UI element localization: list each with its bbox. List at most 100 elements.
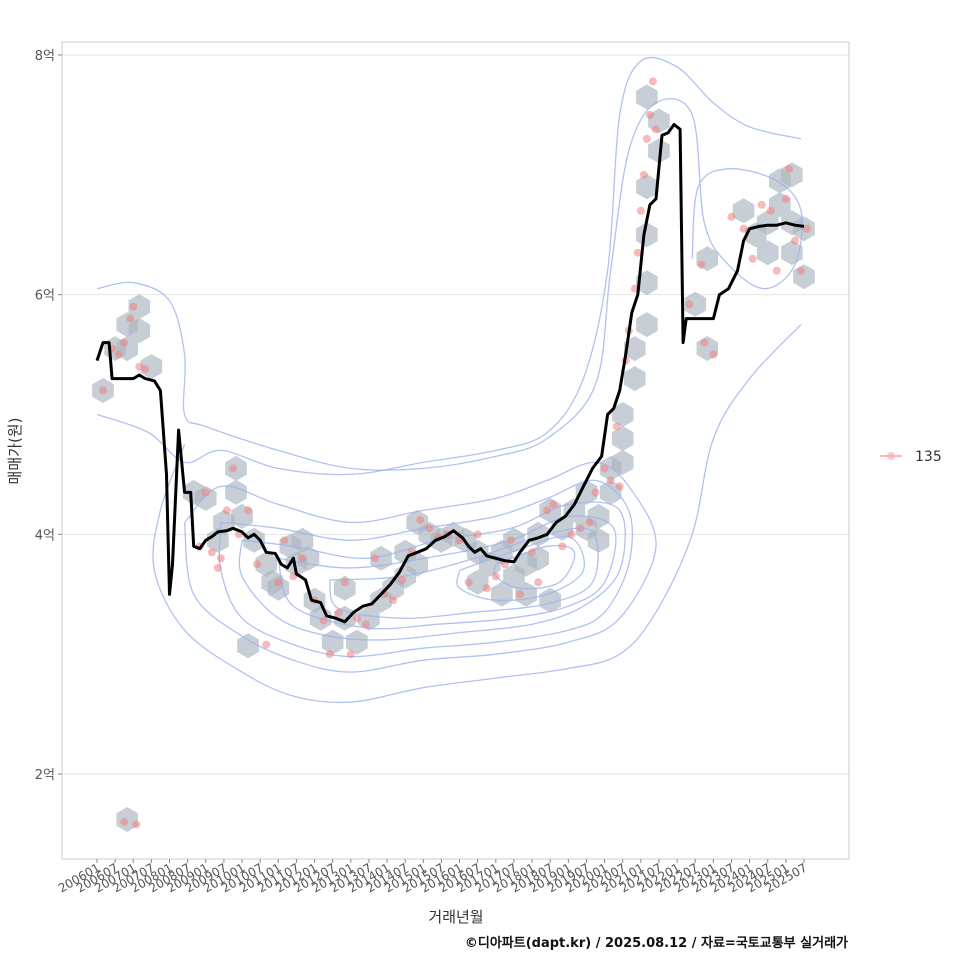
data-point <box>700 338 709 347</box>
data-point <box>228 464 237 473</box>
data-point <box>796 266 805 275</box>
density-contour <box>238 501 626 641</box>
data-point <box>772 266 781 275</box>
data-point <box>352 614 361 623</box>
hexbin-cell <box>346 629 368 655</box>
x-axis-title: 거래년월 <box>428 908 483 926</box>
hexbin-cell <box>636 312 658 338</box>
data-point <box>633 248 642 257</box>
data-point <box>591 488 600 497</box>
y-axis: 2억 4억 6억 8억 <box>35 49 62 783</box>
plot-border <box>61 41 850 860</box>
data-point <box>473 530 482 539</box>
hexbin-cell <box>128 318 151 344</box>
data-point <box>141 364 150 373</box>
scatter-points <box>99 77 812 829</box>
data-point <box>222 506 231 515</box>
data-point <box>346 650 355 659</box>
data-point <box>389 596 398 605</box>
data-point <box>132 820 141 829</box>
hexbin-cell <box>756 210 779 236</box>
data-point <box>585 518 594 527</box>
data-point <box>135 362 144 371</box>
hexbin-cell <box>636 84 658 110</box>
hexbin-cell <box>611 449 634 475</box>
hexbin-cell <box>575 479 598 505</box>
data-point <box>549 500 558 509</box>
data-point <box>491 572 500 581</box>
data-point <box>790 236 799 245</box>
price-line <box>95 123 805 624</box>
density-contour <box>328 527 599 619</box>
hexbin-cell <box>684 291 707 317</box>
hexbin-cell <box>128 294 151 320</box>
data-point <box>207 548 216 557</box>
data-point <box>600 464 609 473</box>
density-contour <box>96 98 803 471</box>
data-point <box>709 350 718 359</box>
data-point <box>213 563 222 572</box>
y-tick-label: 6억 <box>35 289 55 304</box>
hexbin-cell <box>333 575 356 601</box>
data-point <box>639 170 648 179</box>
data-point <box>398 575 407 584</box>
data-point <box>645 110 654 119</box>
y-tick-label: 8억 <box>35 49 55 64</box>
hexbin-cell <box>243 527 265 553</box>
hexbin-cell <box>587 527 610 553</box>
density-contour <box>456 535 585 602</box>
hexbin-cell <box>611 402 634 427</box>
data-point <box>298 554 307 563</box>
data-point <box>126 314 135 323</box>
caption: ©디아파트(dapt.kr) / 2025.08.12 / 자료=국토교통부 실… <box>465 935 848 951</box>
hexbin-cell <box>624 366 646 392</box>
data-point <box>280 536 289 545</box>
data-point <box>803 224 812 233</box>
data-point <box>120 817 129 826</box>
data-point <box>253 560 262 569</box>
hexbin-cell <box>636 174 658 200</box>
hexbin-cell <box>267 575 290 601</box>
data-point <box>784 164 793 173</box>
data-point <box>615 482 624 491</box>
data-point <box>114 350 123 359</box>
data-point <box>99 386 108 395</box>
legend-key-point <box>887 452 895 460</box>
density-contours <box>96 56 803 704</box>
data-point <box>757 200 766 209</box>
data-point <box>534 578 543 587</box>
hexbin-cell <box>636 270 658 296</box>
series-line <box>95 123 805 624</box>
data-point <box>739 224 748 233</box>
data-point <box>515 590 524 599</box>
hexbin-cell <box>756 240 779 266</box>
data-point <box>464 578 473 587</box>
data-point <box>642 134 651 143</box>
data-point <box>781 194 790 203</box>
hexbin-cell <box>624 336 646 362</box>
data-point <box>416 515 425 524</box>
hexbin-cell <box>732 198 755 224</box>
y-tick-label: 2억 <box>35 768 55 783</box>
hexbin-cell <box>539 587 561 613</box>
hexbin-cell <box>237 633 259 659</box>
data-point <box>262 640 271 649</box>
data-point <box>558 542 567 551</box>
y-axis-title: 매매가(원) <box>6 418 24 485</box>
data-point <box>648 77 657 86</box>
data-point <box>334 608 343 617</box>
data-point <box>766 206 775 215</box>
data-point <box>748 254 757 263</box>
data-point <box>340 578 349 587</box>
data-point <box>685 300 694 309</box>
data-point <box>425 524 434 533</box>
density-contour <box>152 324 802 704</box>
data-point <box>651 125 660 134</box>
hexbin-layer <box>92 84 815 832</box>
density-contour <box>218 479 634 658</box>
data-point <box>370 554 379 563</box>
data-point <box>506 536 515 545</box>
data-point <box>727 212 736 221</box>
